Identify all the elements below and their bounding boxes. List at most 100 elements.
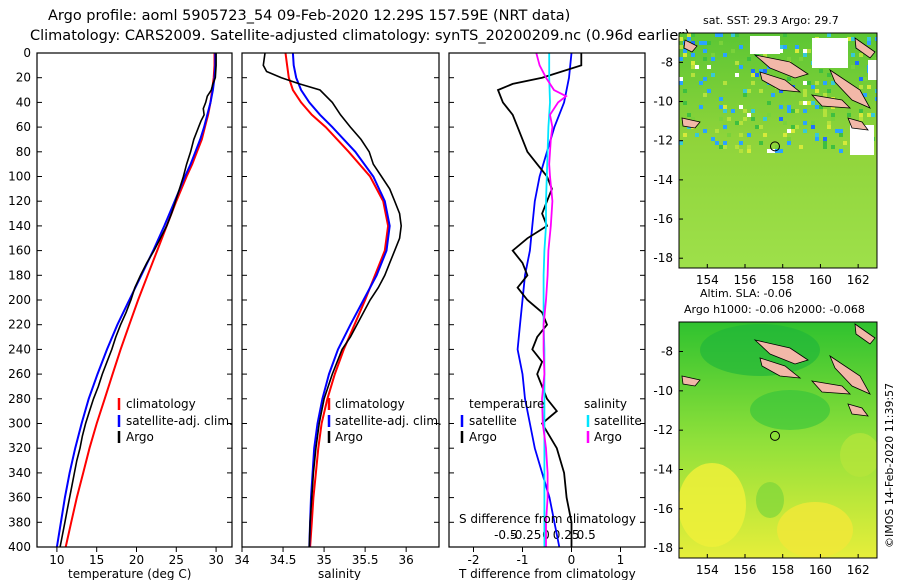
sst-pixel (735, 61, 739, 65)
sst-pixel (847, 113, 851, 117)
salinity-panel: 34 34.5 35 35.5 36 salinity climatology sate… (234, 52, 442, 580)
sst-pixel (699, 41, 703, 45)
depth-tick-label: 100 (8, 170, 31, 184)
sst-pixel (763, 133, 767, 137)
lat-tick-label: -12 (653, 423, 673, 437)
sst-map-panel: sat. SST: 29.3 Argo: 29.7 154 156 158 160 16… (653, 14, 878, 300)
sst-pixel (735, 121, 739, 125)
salinity-plot-frame (241, 52, 440, 548)
sst-pixel (867, 41, 871, 45)
sst-pixel (719, 41, 723, 45)
sst-pixel (763, 53, 767, 57)
sst-pixel (783, 121, 787, 125)
sla-land-islands (681, 323, 876, 417)
x-tick-label: 0 (568, 553, 576, 567)
s-tick-label: 0.25 (553, 528, 580, 542)
sst-pixel (779, 105, 783, 109)
sst-pixel (747, 89, 751, 93)
x-tick-label: 30 (208, 553, 223, 567)
legend-satellite-label: satellite-adj. clim. (126, 414, 233, 428)
sst-pixel (851, 53, 855, 57)
sst-pixel (751, 81, 755, 85)
sst-pixel (875, 97, 877, 101)
difference-series (496, 52, 583, 548)
island-shape (854, 323, 876, 345)
sst-pixel (739, 65, 743, 69)
sst-pixel (863, 93, 867, 97)
s-tick-label: -0.25 (510, 528, 541, 542)
sst-pixel (851, 37, 855, 41)
sst-pixel (691, 65, 695, 69)
sst-pixel (751, 73, 755, 77)
sst-pixel (723, 81, 727, 85)
temperature-xlabel: temperature (deg C) (68, 567, 191, 580)
legend-salinity-title: salinity (584, 397, 627, 411)
sst-pixel (799, 57, 803, 61)
sst-cloud-gap (850, 125, 874, 155)
x-tick-label: 10 (49, 553, 64, 567)
island-shape (847, 117, 869, 131)
sst-pixel (703, 77, 707, 81)
sst-pixel (723, 141, 727, 145)
sst-pixel (703, 129, 707, 133)
sst-pixel (759, 69, 763, 73)
island-shape (753, 54, 809, 79)
x-tick-label: 15 (89, 553, 104, 567)
sst-latitude-ticks: -8 -10 -12 -14 -16 -18 (653, 55, 683, 265)
island-shape (810, 94, 852, 109)
sst-pixel (775, 145, 779, 149)
sst-pixel (735, 33, 739, 37)
sst-pixel (739, 121, 743, 125)
sst-pixel (751, 69, 755, 73)
sst-pixel (839, 133, 843, 137)
sla-map-title-line2: Argo h1000: -0.06 h2000: -0.068 (684, 303, 865, 316)
sst-pixel (719, 105, 723, 109)
sst-pixel (795, 49, 799, 53)
depth-tick-label: 80 (16, 145, 31, 159)
depth-tick-label: 200 (8, 293, 31, 307)
sst-pixel (779, 89, 783, 93)
sst-pixel (823, 141, 827, 145)
sst-pixel (739, 45, 743, 49)
lon-tick-label: 162 (847, 563, 870, 577)
sst-pixel (679, 77, 683, 81)
sst-pixel (767, 149, 771, 153)
sst-pixel (823, 137, 827, 141)
sst-pixel (831, 81, 835, 85)
sst-pixel (827, 73, 831, 77)
s-tick-label: 0.5 (577, 528, 596, 542)
sst-pixel (719, 97, 723, 101)
s-satellite-line (542, 53, 551, 547)
depth-tick-label: 320 (8, 441, 31, 455)
sst-pixel (711, 57, 715, 61)
sst-pixel (683, 89, 687, 93)
t-difference-axis-ticks: -2 -1 0 1 (468, 547, 624, 567)
sst-cloud-gap (812, 38, 848, 68)
difference-plot-frame (448, 52, 646, 548)
sst-pixel (859, 113, 863, 117)
depth-tick-label: 120 (8, 194, 31, 208)
sst-pixel (719, 33, 723, 37)
sst-land-islands (681, 37, 876, 131)
sst-pixel (783, 45, 787, 49)
sla-high-patch (777, 502, 853, 558)
sst-pixel (787, 141, 791, 145)
depth-tick-label: 140 (8, 219, 31, 233)
x-tick-label: 34 (234, 553, 249, 567)
sst-pixel (747, 145, 751, 149)
legend-satellite-label: satellite-adj. clim. (335, 414, 442, 428)
sla-latitude-ticks: -8 -10 -12 -14 -16 -18 (653, 345, 683, 555)
sst-pixel (807, 101, 811, 105)
sst-pixel (803, 81, 807, 85)
sst-pixel (703, 93, 707, 97)
sst-cloud-gap (868, 60, 877, 80)
sla-argo-location-marker (769, 430, 780, 441)
sst-pixel (747, 133, 751, 137)
island-shape (829, 354, 871, 395)
depth-tick-label: 380 (8, 515, 31, 529)
lon-tick-label: 158 (771, 273, 794, 287)
depth-tick-label: 280 (8, 392, 31, 406)
sst-pixel (679, 81, 683, 85)
sst-pixel (763, 69, 767, 73)
sst-pixel (787, 105, 791, 109)
